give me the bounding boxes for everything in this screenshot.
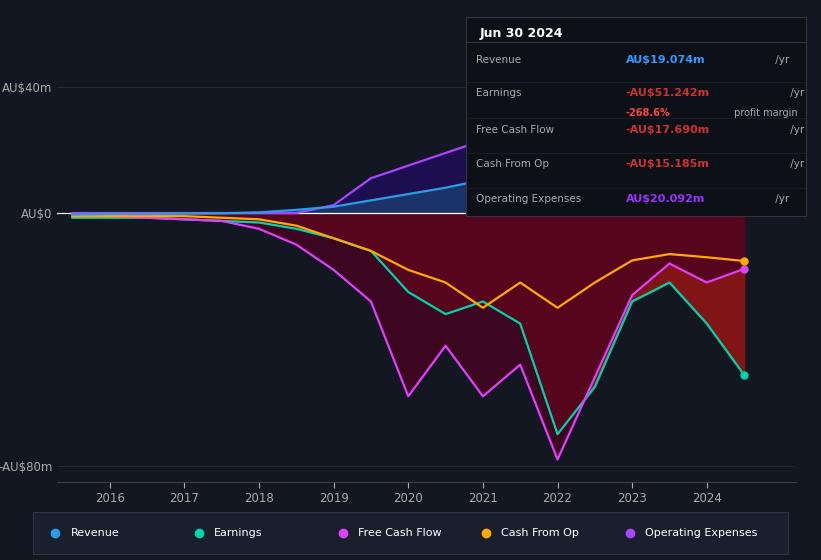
Text: Jun 30 2024: Jun 30 2024 [479,27,562,40]
Text: /yr: /yr [787,159,804,169]
Text: Cash From Op: Cash From Op [475,159,548,169]
Text: /yr: /yr [772,54,790,64]
Text: Earnings: Earnings [214,529,263,538]
Text: Operating Expenses: Operating Expenses [475,194,581,204]
Text: -AU$17.690m: -AU$17.690m [626,125,710,135]
Text: Earnings: Earnings [475,88,521,99]
Text: AU$19.074m: AU$19.074m [626,54,705,64]
Text: /yr: /yr [787,88,804,99]
Text: -268.6%: -268.6% [626,108,670,118]
Text: -AU$51.242m: -AU$51.242m [626,88,710,99]
Text: /yr: /yr [772,194,790,204]
Text: Free Cash Flow: Free Cash Flow [358,529,441,538]
Text: Free Cash Flow: Free Cash Flow [475,125,554,135]
Text: AU$20.092m: AU$20.092m [626,194,705,204]
Text: /yr: /yr [787,125,804,135]
Text: Operating Expenses: Operating Expenses [644,529,757,538]
Text: Revenue: Revenue [475,54,521,64]
Text: Cash From Op: Cash From Op [501,529,579,538]
Text: -AU$15.185m: -AU$15.185m [626,159,709,169]
Text: profit margin: profit margin [731,108,797,118]
Text: Revenue: Revenue [71,529,119,538]
